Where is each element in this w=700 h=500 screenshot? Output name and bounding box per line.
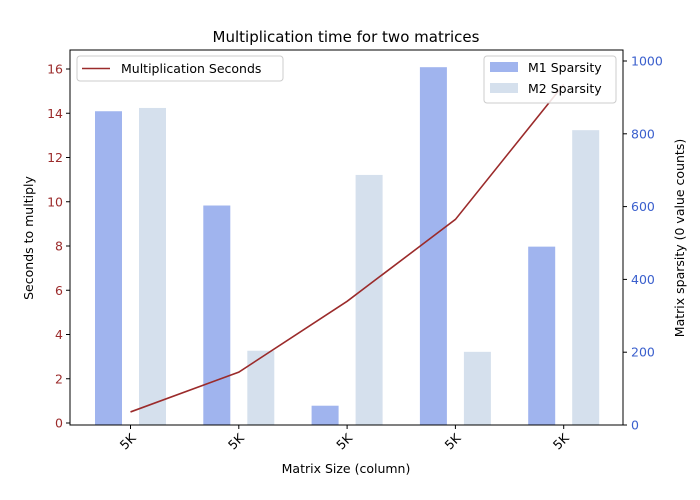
legend-bar-swatch-0 — [490, 62, 518, 72]
x-tick-label: 5K — [333, 430, 356, 453]
right-tick-label: 800 — [631, 126, 655, 141]
legend-line-box — [76, 55, 284, 82]
right-tick-label: 400 — [631, 272, 655, 287]
x-tick-label: 5K — [117, 430, 140, 453]
bar-m2-3 — [463, 351, 491, 425]
line-multiplication-seconds — [130, 83, 565, 413]
chart-title: Multiplication time for two matrices — [213, 28, 480, 46]
legend-bar-label-1: M2 Sparsity — [528, 81, 602, 96]
x-tick-label: 5K — [225, 430, 248, 453]
line-layer — [130, 83, 565, 413]
x-tick-label: 5K — [550, 430, 573, 453]
right-tick-label: 600 — [631, 199, 655, 214]
y-axis-left-label: Seconds to multiply — [21, 176, 36, 300]
right-tick-label: 0 — [631, 418, 639, 433]
left-tick-label: 10 — [47, 194, 63, 209]
bar-m1-3 — [419, 67, 447, 426]
left-tick-label: 6 — [55, 283, 63, 298]
right-tick-label: 200 — [631, 345, 655, 360]
left-tick-label: 16 — [47, 62, 63, 77]
x-axis-label: Matrix Size (column) — [282, 461, 411, 476]
bar-m2-0 — [139, 107, 166, 426]
right-axis: 0 200 400 600 800 1000 — [623, 54, 663, 433]
plot-frame — [69, 49, 624, 426]
left-tick-label: 14 — [47, 106, 63, 121]
right-tick-label: 1000 — [631, 54, 663, 69]
left-tick-label: 12 — [47, 150, 63, 165]
left-tick-label: 8 — [55, 239, 63, 254]
legend-line-label: Multiplication Seconds — [121, 61, 261, 76]
left-axis: 0 2 4 6 8 10 12 14 16 — [47, 62, 70, 431]
left-tick-label: 0 — [55, 416, 63, 431]
x-axis: 5K 5K 5K 5K 5K — [117, 425, 573, 453]
x-tick-label: 5K — [441, 430, 464, 453]
bar-m2-1 — [247, 350, 275, 425]
bar-m2-2 — [355, 174, 383, 425]
bars-layer — [95, 67, 600, 426]
bar-m2-4 — [572, 130, 600, 425]
left-tick-label: 4 — [55, 327, 63, 342]
y-axis-right-label: Matrix sparsity (0 value counts) — [672, 139, 687, 337]
bar-m1-2 — [311, 405, 339, 425]
legend-bars: M1 Sparsity M2 Sparsity — [483, 55, 617, 104]
legend-bar-label-0: M1 Sparsity — [528, 60, 602, 75]
bar-m1-4 — [528, 246, 556, 425]
legend-bar-swatch-1 — [490, 83, 518, 93]
left-tick-label: 2 — [55, 371, 63, 386]
bar-m1-1 — [203, 205, 231, 425]
legend-line: Multiplication Seconds — [76, 55, 284, 82]
bar-m1-0 — [95, 111, 122, 426]
